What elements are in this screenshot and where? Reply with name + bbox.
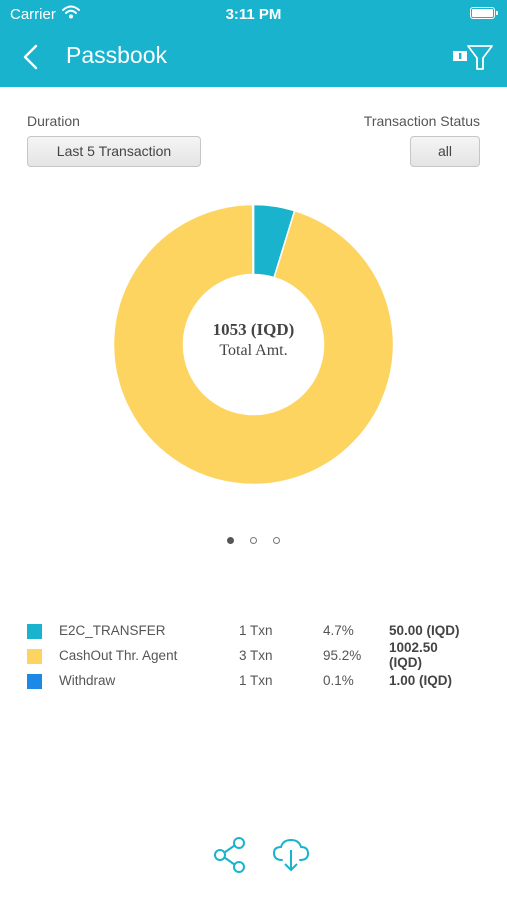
- status-bar: Carrier 3:11 PM: [0, 0, 507, 30]
- page-dot-2[interactable]: [250, 537, 257, 544]
- legend-name: E2C_TRANSFER: [59, 623, 166, 638]
- cloud-download-icon[interactable]: [272, 836, 310, 874]
- share-icon[interactable]: [213, 836, 247, 874]
- duration-dropdown[interactable]: Last 5 Transaction: [27, 136, 201, 167]
- total-amount: 1053 (IQD): [212, 320, 295, 339]
- battery-icon: [470, 7, 498, 19]
- legend-table: E2C_TRANSFER 1 Txn 4.7% 50.00 (IQD) Cash…: [27, 620, 487, 695]
- transaction-status-dropdown[interactable]: all: [410, 136, 480, 167]
- legend-row[interactable]: E2C_TRANSFER 1 Txn 4.7% 50.00 (IQD): [27, 620, 487, 645]
- legend-txn-count: 3 Txn: [239, 648, 273, 663]
- legend-name: Withdraw: [59, 673, 116, 688]
- duration-label: Duration: [27, 113, 80, 129]
- donut-center: 1053 (IQD) Total Amt.: [112, 320, 395, 360]
- legend-txn-count: 1 Txn: [239, 623, 273, 638]
- legend-swatch: [27, 674, 42, 689]
- legend-percent: 4.7%: [323, 623, 354, 638]
- donut-chart[interactable]: [112, 203, 395, 486]
- donut-slice-withdraw[interactable]: [251, 203, 255, 276]
- legend-percent: 0.1%: [323, 673, 354, 688]
- total-caption: Total Amt.: [219, 342, 288, 359]
- donut-slice-cashout-thr-agent[interactable]: [112, 203, 395, 486]
- wifi-icon: [62, 5, 80, 19]
- legend-amount: 50.00 (IQD): [389, 623, 460, 638]
- filter-button[interactable]: [451, 41, 495, 73]
- app-header: Carrier 3:11 PM Passbook: [0, 0, 507, 87]
- page-indicator: [0, 531, 507, 549]
- page-dot-1[interactable]: [226, 537, 234, 544]
- carrier-label: Carrier: [10, 6, 56, 23]
- legend-amount: 1002.50 (IQD): [389, 640, 438, 670]
- legend-name: CashOut Thr. Agent: [59, 648, 178, 663]
- transaction-status-label: Transaction Status: [363, 113, 480, 129]
- legend-swatch: [27, 649, 42, 664]
- legend-swatch: [27, 624, 42, 639]
- legend-txn-count: 1 Txn: [239, 673, 273, 688]
- page-title: Passbook: [66, 42, 168, 68]
- legend-row[interactable]: CashOut Thr. Agent 3 Txn 95.2% 1002.50 (…: [27, 640, 487, 670]
- back-button[interactable]: [18, 42, 46, 72]
- legend-row[interactable]: Withdraw 1 Txn 0.1% 1.00 (IQD): [27, 670, 487, 695]
- legend-amount: 1.00 (IQD): [389, 673, 453, 688]
- clock: 3:11 PM: [225, 6, 282, 23]
- page-dot-3[interactable]: [273, 537, 281, 544]
- legend-percent: 95.2%: [323, 648, 362, 663]
